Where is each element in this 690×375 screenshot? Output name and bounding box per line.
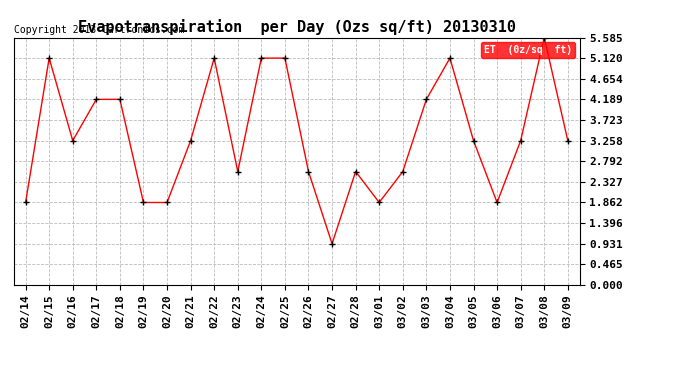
Title: Evapotranspiration  per Day (Ozs sq/ft) 20130310: Evapotranspiration per Day (Ozs sq/ft) 2… — [78, 19, 515, 35]
Legend: ET  (0z/sq  ft): ET (0z/sq ft) — [481, 42, 575, 58]
Text: Copyright 2013 Cartronics.com: Copyright 2013 Cartronics.com — [14, 25, 184, 35]
